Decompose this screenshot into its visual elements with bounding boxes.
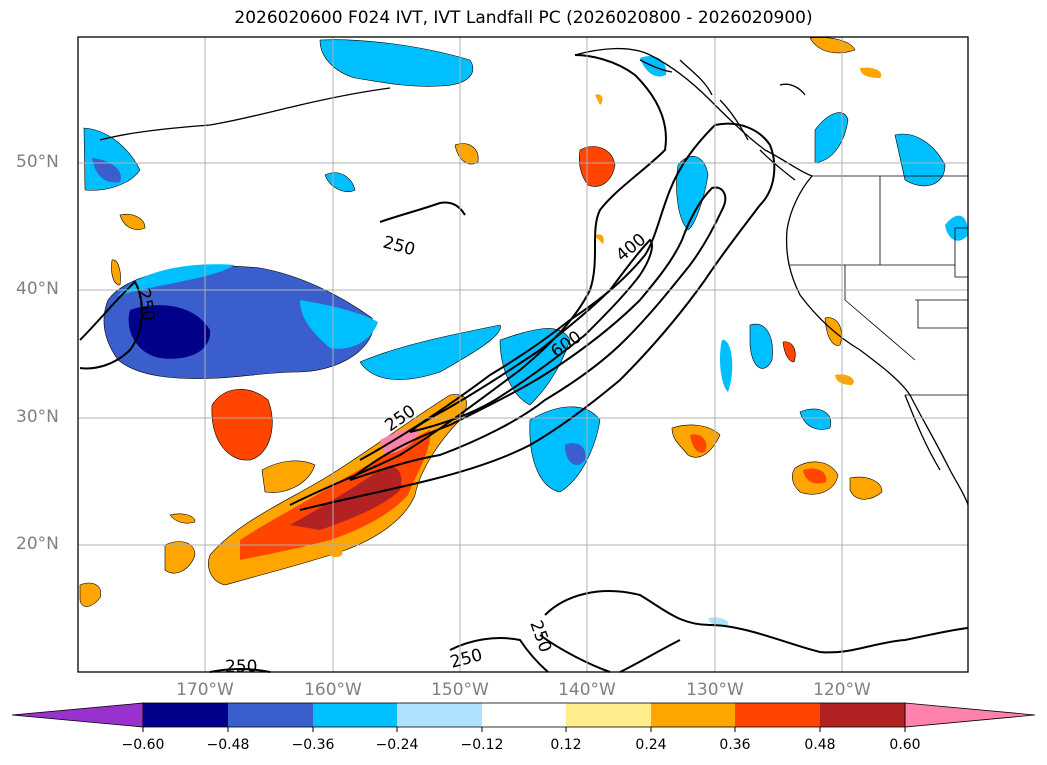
lon-label-130w: 130°W: [686, 680, 744, 700]
colorbar-tick-label: −0.48: [206, 737, 250, 753]
lat-label-20: 20°N: [16, 534, 59, 554]
lon-label-120w: 120°W: [813, 680, 871, 700]
north-america-coast: [574, 47, 969, 506]
colorbar-segment: [228, 703, 313, 727]
colorbar-segment: [651, 703, 735, 727]
contour-label: 250: [225, 657, 257, 677]
contour-label: 400: [612, 230, 650, 266]
contour-label: 250: [525, 618, 555, 655]
map-frame: [77, 36, 969, 673]
colorbar-tick-label: 0.36: [719, 737, 751, 753]
colorbar-tick-label: 0.48: [804, 737, 836, 753]
coastline-layer: [99, 47, 969, 506]
lat-label-40: 40°N: [16, 279, 59, 299]
colorbar-segment: [735, 703, 820, 727]
negative-region-core: [128, 305, 211, 359]
colorbar-extend-low: [11, 702, 144, 728]
colorbar-tick-label: −0.60: [121, 737, 165, 753]
lon-label-140w: 140°W: [558, 680, 616, 700]
colorbar-segment: [820, 703, 905, 727]
colorbar-segment: [566, 703, 651, 727]
lon-label-170w: 170°W: [176, 680, 234, 700]
colorbar-segment: [482, 703, 566, 727]
lat-label-30: 30°N: [16, 407, 59, 427]
graticule: [78, 37, 968, 672]
state-borders: [790, 175, 968, 396]
colorbar-segment: [143, 703, 228, 727]
ivt-contours: [79, 54, 969, 673]
contour-label: 250: [381, 233, 418, 261]
colorbar-tick-label: −0.12: [460, 737, 504, 753]
colorbar-segment: [397, 703, 482, 727]
colorbar: [11, 702, 1036, 732]
lon-label-150w: 150°W: [431, 680, 489, 700]
colorbar-tick-label: −0.36: [291, 737, 335, 753]
colorbar-tick-label: 0.12: [550, 737, 582, 753]
colorbar-tick-label: 0.60: [889, 737, 921, 753]
lat-label-50: 50°N: [16, 152, 59, 172]
colorbar-tick-label: 0.24: [635, 737, 667, 753]
lon-label-160w: 160°W: [304, 680, 362, 700]
colorbar-extend-high: [904, 702, 1036, 728]
colorbar-segment: [313, 703, 397, 727]
colorbar-tick-label: −0.24: [375, 737, 419, 753]
negative-region-north: [319, 39, 474, 87]
map-title: 2026020600 F024 IVT, IVT Landfall PC (20…: [234, 8, 813, 28]
